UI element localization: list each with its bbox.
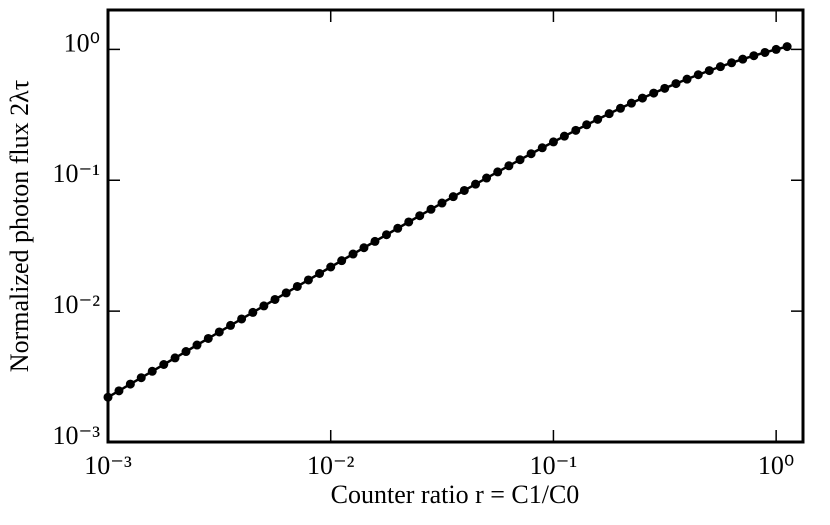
marker bbox=[615, 103, 625, 113]
marker bbox=[738, 54, 748, 64]
marker bbox=[415, 211, 425, 221]
marker bbox=[559, 131, 569, 141]
marker bbox=[760, 47, 770, 57]
marker bbox=[125, 379, 135, 389]
marker bbox=[548, 137, 558, 147]
marker bbox=[326, 262, 336, 272]
marker bbox=[303, 275, 313, 285]
marker bbox=[159, 360, 169, 370]
marker bbox=[493, 167, 503, 177]
marker bbox=[214, 327, 224, 337]
marker bbox=[515, 155, 525, 165]
marker bbox=[370, 236, 380, 246]
marker bbox=[604, 109, 614, 119]
x-axis-label: Counter ratio r = C1/C0 bbox=[331, 480, 580, 509]
marker bbox=[649, 88, 659, 98]
y-tick-label: 10⁰ bbox=[64, 28, 100, 57]
marker bbox=[704, 66, 714, 76]
marker bbox=[270, 294, 280, 304]
marker bbox=[192, 340, 202, 350]
marker bbox=[715, 62, 725, 72]
marker bbox=[181, 347, 191, 357]
marker bbox=[259, 301, 269, 311]
marker bbox=[437, 198, 447, 208]
y-tick-label: 10⁻¹ bbox=[52, 159, 100, 188]
marker bbox=[771, 44, 781, 54]
marker bbox=[103, 392, 113, 402]
marker bbox=[147, 366, 157, 376]
y-axis-label: Normalized photon flux 2λτ bbox=[5, 80, 34, 372]
marker bbox=[526, 149, 536, 159]
marker bbox=[593, 114, 603, 124]
marker bbox=[226, 320, 236, 330]
marker bbox=[448, 192, 458, 202]
marker bbox=[471, 179, 481, 189]
line bbox=[107, 45, 788, 399]
y-tick-label: 10⁻² bbox=[52, 290, 100, 319]
marker bbox=[671, 79, 681, 89]
x-tick-label: 10⁻¹ bbox=[530, 451, 578, 480]
marker bbox=[682, 74, 692, 84]
marker bbox=[626, 98, 636, 108]
marker bbox=[136, 373, 146, 383]
marker bbox=[571, 125, 581, 135]
x-tick-label: 10⁻² bbox=[307, 451, 355, 480]
marker bbox=[292, 281, 302, 291]
marker bbox=[459, 185, 469, 195]
marker bbox=[727, 58, 737, 68]
marker bbox=[749, 51, 759, 61]
marker bbox=[482, 173, 492, 183]
x-tick-label: 10⁰ bbox=[758, 451, 794, 480]
marker bbox=[337, 256, 347, 266]
marker bbox=[537, 143, 547, 153]
marker bbox=[660, 83, 670, 93]
marker bbox=[504, 161, 514, 171]
marker bbox=[114, 386, 124, 396]
marker bbox=[582, 120, 592, 130]
marker bbox=[393, 223, 403, 233]
marker bbox=[248, 307, 258, 317]
marker bbox=[281, 288, 291, 298]
plot-frame bbox=[106, 8, 805, 444]
marker bbox=[359, 243, 369, 253]
marker bbox=[381, 230, 391, 240]
marker bbox=[782, 42, 792, 52]
marker bbox=[404, 217, 414, 227]
marker bbox=[693, 70, 703, 80]
y-tick-label: 10⁻³ bbox=[52, 421, 100, 450]
marker bbox=[426, 204, 436, 214]
marker bbox=[637, 93, 647, 103]
x-tick-label: 10⁻³ bbox=[84, 451, 132, 480]
marker bbox=[170, 353, 180, 363]
marker bbox=[203, 333, 213, 343]
marker bbox=[237, 314, 247, 324]
marker bbox=[348, 249, 358, 259]
marker bbox=[315, 268, 325, 278]
